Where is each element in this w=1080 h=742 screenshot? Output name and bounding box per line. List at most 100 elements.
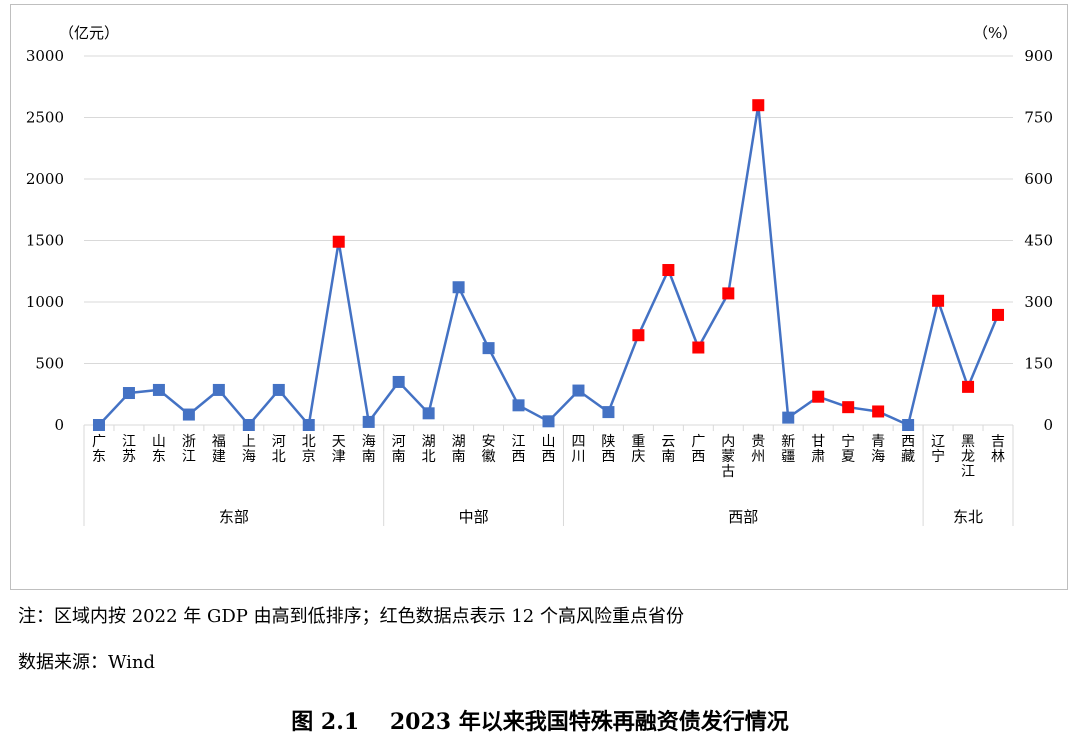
category-label: 西	[542, 449, 556, 465]
category-label: 南	[661, 449, 675, 465]
category-label: 新	[781, 434, 795, 450]
category-label: 北	[302, 434, 316, 450]
category-label: 川	[571, 449, 585, 465]
data-point-high-risk	[962, 380, 975, 393]
y-right-tick-label: 600	[1024, 170, 1053, 188]
data-point	[422, 407, 435, 420]
data-point	[272, 383, 285, 396]
data-point-high-risk	[842, 401, 855, 414]
data-point	[512, 399, 525, 412]
category-label: 徽	[482, 449, 496, 465]
y-left-unit: （亿元）	[59, 24, 119, 42]
category-label: 河	[272, 434, 286, 450]
data-point-high-risk	[992, 308, 1005, 321]
category-label: 肃	[811, 449, 825, 465]
category-label: 广	[691, 434, 705, 450]
data-point	[542, 415, 555, 428]
data-point	[602, 406, 615, 419]
data-point-high-risk	[722, 287, 735, 300]
category-label: 黑	[961, 434, 975, 450]
data-point	[452, 281, 465, 294]
y-left-tick-label: 1500	[26, 232, 64, 250]
category-label: 建	[212, 449, 226, 465]
category-label: 吉	[991, 434, 1005, 450]
data-point	[362, 415, 375, 428]
y-left-tick-label: 2000	[26, 170, 64, 188]
region-label: 西部	[728, 508, 758, 526]
figure-label: 图 2.1	[291, 709, 360, 735]
data-point	[242, 419, 255, 431]
footnote-ordering: 注：区域内按 2022 年 GDP 由高到低排序；红色数据点表示 12 个高风险…	[18, 606, 684, 627]
category-label: 州	[751, 449, 765, 465]
y-left-tick-label: 500	[35, 355, 64, 373]
data-point-high-risk	[932, 294, 945, 307]
category-label: 海	[242, 449, 256, 465]
category-label: 疆	[781, 449, 795, 465]
footnote-source: 数据来源：Wind	[18, 652, 156, 673]
category-label: 蒙	[721, 449, 735, 465]
category-label: 东	[152, 449, 166, 465]
category-label: 北	[422, 449, 436, 465]
category-label: 河	[392, 434, 406, 450]
data-point-high-risk	[332, 235, 345, 248]
category-label: 海	[871, 449, 885, 465]
category-label: 广	[92, 434, 106, 450]
data-point	[572, 384, 585, 397]
figure-title-text: 2023 年以来我国特殊再融资债发行情况	[389, 709, 789, 735]
category-label: 湖	[422, 434, 436, 450]
category-label: 西	[512, 449, 526, 465]
data-point-high-risk	[752, 99, 765, 112]
data-point-high-risk	[692, 341, 705, 354]
category-label: 西	[691, 449, 705, 465]
category-label: 安	[482, 434, 496, 450]
data-point	[392, 375, 405, 388]
category-label: 京	[302, 449, 316, 465]
category-label: 辽	[931, 434, 945, 450]
region-label: 东北	[953, 508, 983, 526]
data-point-high-risk	[632, 329, 645, 342]
y-left-tick-label: 3000	[26, 47, 64, 65]
category-label: 江	[182, 449, 196, 465]
category-label: 贵	[751, 434, 765, 450]
category-label: 林	[991, 449, 1005, 465]
category-label: 南	[392, 449, 406, 465]
y-left-tick-label: 0	[54, 416, 64, 434]
data-point	[302, 419, 315, 431]
data-point	[92, 419, 105, 431]
y-right-tick-label: 750	[1024, 109, 1053, 127]
data-point	[212, 383, 225, 396]
category-label: 江	[961, 464, 975, 480]
category-label: 古	[721, 464, 735, 480]
data-point-high-risk	[662, 264, 675, 277]
category-label: 龙	[961, 449, 975, 465]
data-point-high-risk	[812, 390, 825, 403]
category-label: 苏	[122, 449, 136, 465]
category-label: 重	[631, 434, 645, 450]
y-left-tick-label: 2500	[26, 109, 64, 127]
figure-title: 图 2.1 2023 年以来我国特殊再融资债发行情况	[0, 704, 1080, 736]
category-label: 福	[212, 434, 226, 450]
category-label: 山	[542, 434, 556, 450]
y-right-tick-label: 0	[1043, 416, 1053, 434]
chart-svg: 0 0 500 150 1000 300 1500 450 2000 600 2500 750 3000…	[26, 24, 1053, 526]
category-label: 西	[901, 434, 915, 450]
category-label: 浙	[182, 434, 196, 450]
category-label: 藏	[901, 449, 915, 465]
category-label: 四	[571, 434, 585, 450]
y-right-unit: （%）	[973, 24, 1017, 42]
category-label: 内	[721, 434, 735, 450]
category-label: 上	[242, 434, 256, 450]
category-label: 湖	[452, 434, 466, 450]
y-right-tick-label: 450	[1024, 232, 1053, 250]
category-label: 西	[601, 449, 615, 465]
data-point	[782, 411, 795, 424]
data-point	[122, 387, 135, 400]
category-label: 夏	[841, 449, 855, 465]
region-label: 中部	[459, 508, 489, 526]
data-point	[902, 419, 915, 431]
category-label: 青	[871, 434, 885, 450]
category-label: 北	[272, 449, 286, 465]
category-label: 宁	[841, 433, 855, 450]
series-line	[98, 103, 1000, 427]
data-point-high-risk	[872, 405, 885, 418]
